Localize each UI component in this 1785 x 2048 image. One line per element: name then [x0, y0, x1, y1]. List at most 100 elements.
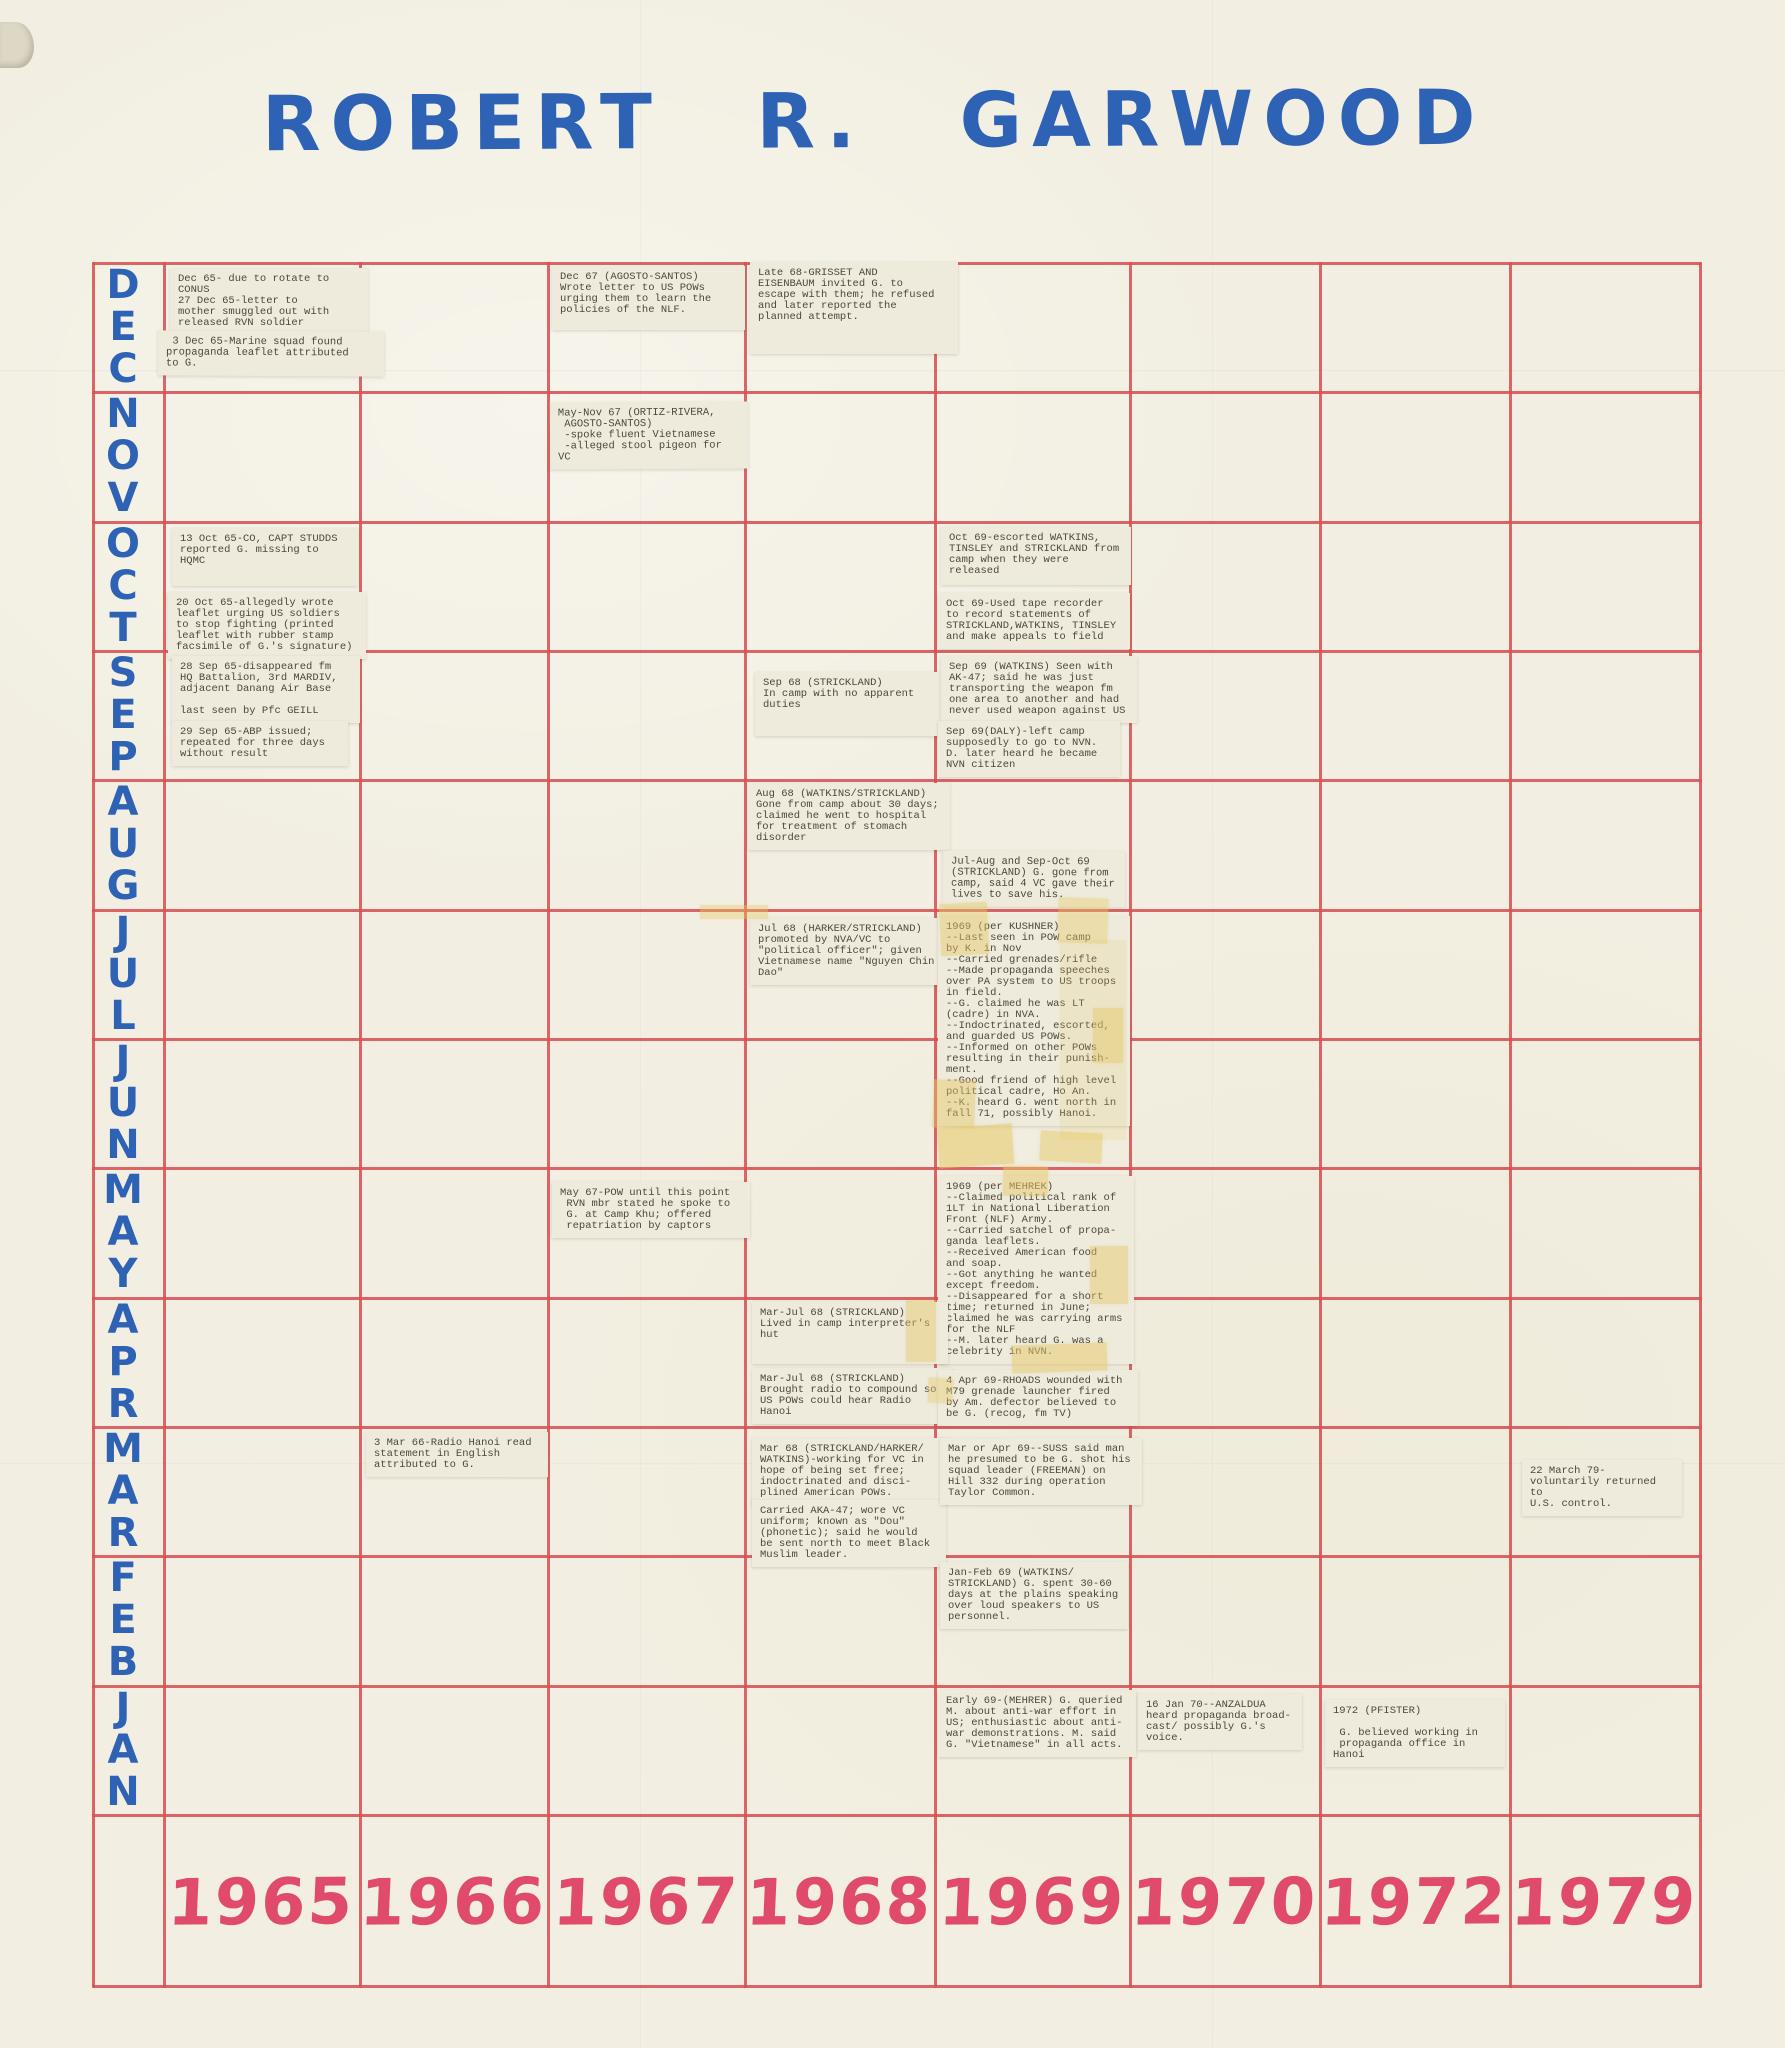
col-label-1967: 1967 [548, 1838, 744, 1968]
note-slip-dec67-letter: Dec 67 (AGOSTO-SANTOS) Wrote letter to U… [552, 266, 745, 330]
note-slip-16jan70: 16 Jan 70--ANZALDUA heard propaganda bro… [1138, 1694, 1302, 1750]
note-slip-1972-pfister: 1972 (PFISTER) G. believed working in pr… [1325, 1700, 1505, 1767]
note-slip-13oct65: 13 Oct 65-CO, CAPT STUDDS reported G. mi… [172, 528, 358, 586]
year-label: 1979 [1509, 1865, 1700, 1941]
year-label: 1965 [166, 1865, 357, 1941]
col-label-1965: 1965 [164, 1838, 359, 1968]
note-slip-4apr69: 4 Apr 69-RHOADS wounded with M79 grenade… [938, 1370, 1138, 1426]
page-title: ROBERT R. GARWOOD [261, 72, 1486, 169]
grid-line [92, 1297, 1702, 1300]
month-label: NOV [105, 391, 140, 521]
year-label: 1967 [551, 1865, 741, 1941]
note-slip-dec65-rotate: Dec 65- due to rotate to CONUS 27 Dec 65… [170, 268, 368, 335]
tape-patch [700, 905, 768, 919]
note-slip-julaug69: Jul-Aug and Sep-Oct 69 (STRICKLAND) G. g… [942, 850, 1126, 908]
col-label-1969: 1969 [935, 1838, 1129, 1968]
note-slip-maynov67: May-Nov 67 (ORTIZ-RIVERA, AGOSTO-SANTOS)… [549, 401, 749, 470]
note-slip-sep69-daly: Sep 69(DALY)-left camp supposedly to go … [938, 721, 1120, 777]
month-label: JUL [106, 908, 140, 1039]
grid-line [1699, 262, 1702, 1988]
grid-line [1129, 262, 1132, 1988]
note-slip-janfeb69: Jan-Feb 69 (WATKINS/ STRICKLAND) G. spen… [940, 1562, 1128, 1629]
month-label: DEC [106, 261, 140, 392]
year-label: 1972 [1319, 1865, 1510, 1941]
row-label-jan: JAN [94, 1685, 152, 1814]
note-slip-28sep65: 28 Sep 65-disappeared fm HQ Battalion, 3… [172, 656, 360, 723]
grid-line [92, 1985, 1702, 1988]
grid-line [359, 262, 362, 1988]
note-slip-aug68: Aug 68 (WATKINS/STRICKLAND) Gone from ca… [748, 783, 950, 850]
month-label: MAY [103, 1167, 143, 1297]
note-slip-mar68-aka47: Carried AKA-47; wore VC uniform; known a… [752, 1500, 946, 1567]
note-slip-jul68: Jul 68 (HARKER/STRICKLAND) promoted by N… [750, 918, 946, 985]
note-slip-3mar66: 3 Mar 66-Radio Hanoi read statement in E… [366, 1432, 548, 1477]
year-label: 1970 [1129, 1865, 1320, 1941]
grid-line [1319, 262, 1322, 1988]
grid-line [547, 262, 550, 1988]
note-slip-dec65-leaflet: 3 Dec 65-Marine squad found propaganda l… [157, 330, 385, 377]
note-slip-oct69-tape: Oct 69-Used tape recorder to record stat… [938, 593, 1130, 649]
month-label: APR [107, 1296, 139, 1427]
note-slip-1969-kushner: 1969 (per KUSHNER) --Last seen in POW ca… [938, 916, 1130, 1126]
grid-line [1509, 262, 1512, 1988]
grid-line [92, 391, 1702, 394]
note-slip-oct69-escort: Oct 69-escorted WATKINS, TINSLEY and STR… [941, 527, 1131, 585]
note-slip-mar68-working: Mar 68 (STRICKLAND/HARKER/ WATKINS)-work… [752, 1438, 946, 1505]
year-label: 1968 [744, 1865, 935, 1941]
row-label-nov: NOV [94, 391, 152, 521]
note-slip-early69: Early 69-(MEHRER) G. queried M. about an… [938, 1690, 1136, 1757]
row-label-mar: MAR [94, 1426, 152, 1555]
row-label-apr: APR [94, 1297, 152, 1426]
tape-patch [1039, 1130, 1103, 1164]
note-slip-22mar79: 22 March 79- voluntarily returned to U.S… [1522, 1460, 1682, 1516]
paper-tear [0, 22, 34, 68]
row-label-may: MAY [94, 1167, 152, 1297]
col-label-1979: 1979 [1510, 1838, 1699, 1968]
grid-line [744, 262, 747, 1988]
note-slip-sep69-watkins: Sep 69 (WATKINS) Seen with AK-47; said h… [941, 656, 1137, 723]
col-label-1972: 1972 [1320, 1838, 1509, 1968]
grid-line [92, 779, 1702, 782]
grid-line [92, 909, 1702, 912]
note-slip-1969-mehrek: 1969 (per MEHREK) --Claimed political ra… [938, 1176, 1134, 1364]
grid-line [92, 262, 95, 1988]
month-label: JAN [106, 1684, 140, 1815]
grid-line [92, 521, 1702, 524]
row-label-dec: DEC [94, 262, 152, 391]
note-slip-marjul68-hut: Mar-Jul 68 (STRICKLAND) Lived in camp in… [752, 1302, 948, 1364]
grid-line [92, 1685, 1702, 1688]
row-label-jul: JUL [94, 909, 152, 1038]
month-label: OCT [105, 520, 140, 651]
grid-line [92, 1426, 1702, 1429]
grid-line [92, 1814, 1702, 1817]
row-label-feb: FEB [94, 1555, 152, 1685]
year-label: 1966 [358, 1865, 549, 1941]
col-label-1970: 1970 [1130, 1838, 1319, 1968]
note-slip-29sep65: 29 Sep 65-ABP issued; repeated for three… [172, 721, 348, 766]
note-slip-marjul68-radio: Mar-Jul 68 (STRICKLAND) Brought radio to… [752, 1368, 952, 1424]
note-slip-may67: May 67-POW until this point RVN mbr stat… [552, 1182, 750, 1238]
note-slip-sep68: Sep 68 (STRICKLAND) In camp with no appa… [755, 672, 941, 736]
grid-line [934, 262, 937, 1988]
note-slip-late68-escape: Late 68-GRISSET AND EISENBAUM invited G.… [750, 262, 958, 354]
row-label-jun: JUN [94, 1038, 152, 1167]
row-label-sep: SEP [94, 650, 152, 779]
grid-line [163, 262, 166, 1988]
month-label: SEP [108, 649, 138, 780]
month-label: JUN [106, 1037, 140, 1168]
note-slip-20oct65: 20 Oct 65-allegedly wrote leaflet urging… [168, 592, 366, 659]
grid-line [92, 1167, 1702, 1170]
col-label-1968: 1968 [745, 1838, 934, 1968]
row-label-oct: OCT [94, 521, 152, 650]
month-label: MAR [103, 1425, 143, 1556]
col-label-1966: 1966 [358, 1838, 549, 1968]
grid-line [92, 1038, 1702, 1041]
month-label: FEB [107, 1555, 139, 1685]
row-label-aug: AUG [94, 779, 152, 909]
note-slip-maroapr69-suss: Mar or Apr 69--SUSS said man he presumed… [940, 1438, 1142, 1505]
year-label: 1969 [937, 1865, 1127, 1941]
grid-line [92, 650, 1702, 653]
month-label: AUG [106, 779, 140, 909]
tape-patch [936, 1123, 1015, 1169]
